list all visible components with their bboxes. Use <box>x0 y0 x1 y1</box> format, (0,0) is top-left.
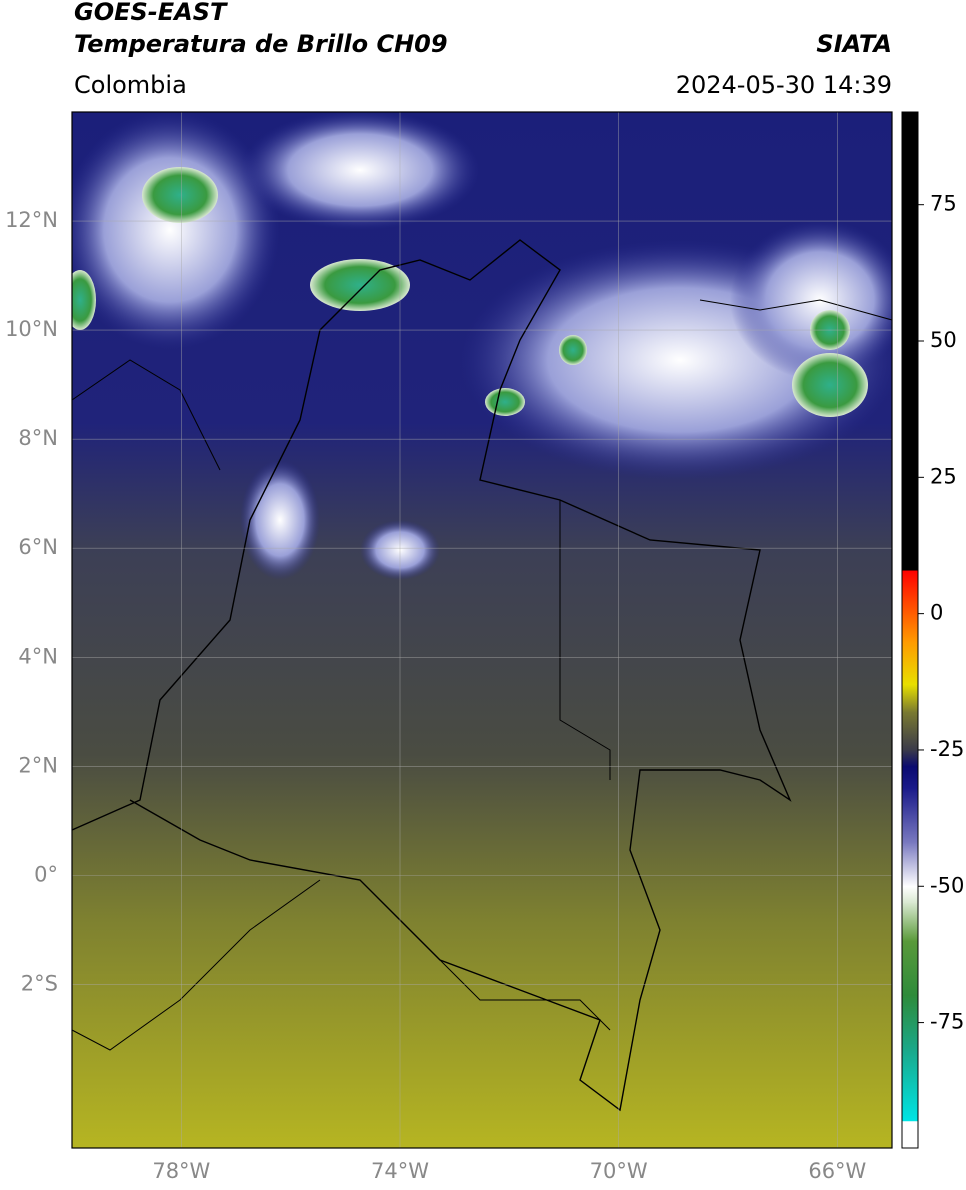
colorbar-segment <box>902 995 918 1051</box>
map-frame <box>71 111 893 1149</box>
colorbar-segment <box>902 711 918 751</box>
colorbar-segment <box>902 112 918 571</box>
colorbar-tick-label: -75 <box>930 1010 964 1034</box>
x-tick-label: 78°W <box>152 1159 210 1183</box>
colorbar-segment <box>902 570 918 642</box>
colorbar-segment <box>902 1120 918 1149</box>
colorbar-segment <box>902 1049 918 1122</box>
colorbar-tick-label: 75 <box>930 192 957 216</box>
colorbar-frame <box>901 111 919 1149</box>
y-tick-label: 6°N <box>18 535 58 559</box>
y-tick-label: 2°S <box>21 971 58 995</box>
colorbar <box>902 112 918 1149</box>
colorbar-tick-label: 0 <box>930 601 943 625</box>
y-tick-label: 2°N <box>18 753 58 777</box>
y-tick-label: 10°N <box>5 317 58 341</box>
colorbar-tick-label: 25 <box>930 464 957 488</box>
title: GOES-EAST <box>74 0 228 26</box>
source: SIATA <box>816 30 892 58</box>
datetime: 2024-05-30 14:39 <box>676 71 892 99</box>
colorbar-segment <box>902 940 918 996</box>
colorbar-segment <box>902 749 918 767</box>
colorbar-segment <box>902 902 918 942</box>
colorbar-segment <box>902 766 918 789</box>
region: Colombia <box>74 71 187 99</box>
colorbar-segment <box>902 684 918 713</box>
x-tick-label: 70°W <box>590 1159 648 1183</box>
colorbar-tick-label: -25 <box>930 737 964 761</box>
colorbar-segment <box>902 842 918 887</box>
colorbar-tick-label: 50 <box>930 328 957 352</box>
subtitle: Temperatura de Brillo CH09 <box>74 30 448 58</box>
y-tick-label: 4°N <box>18 644 58 668</box>
y-tick-label: 8°N <box>18 426 58 450</box>
colorbar-segment <box>902 640 918 686</box>
y-tick-label: 0° <box>34 862 58 886</box>
y-tick-label: 12°N <box>5 208 58 232</box>
grid <box>72 112 892 1148</box>
colorbar-segment <box>902 886 918 904</box>
satellite-image <box>72 112 892 1148</box>
x-tick-label: 74°W <box>371 1159 429 1183</box>
colorbar-segment <box>902 788 918 844</box>
colorbar-tick-label: -50 <box>930 873 964 897</box>
x-tick-label: 66°W <box>808 1159 866 1183</box>
